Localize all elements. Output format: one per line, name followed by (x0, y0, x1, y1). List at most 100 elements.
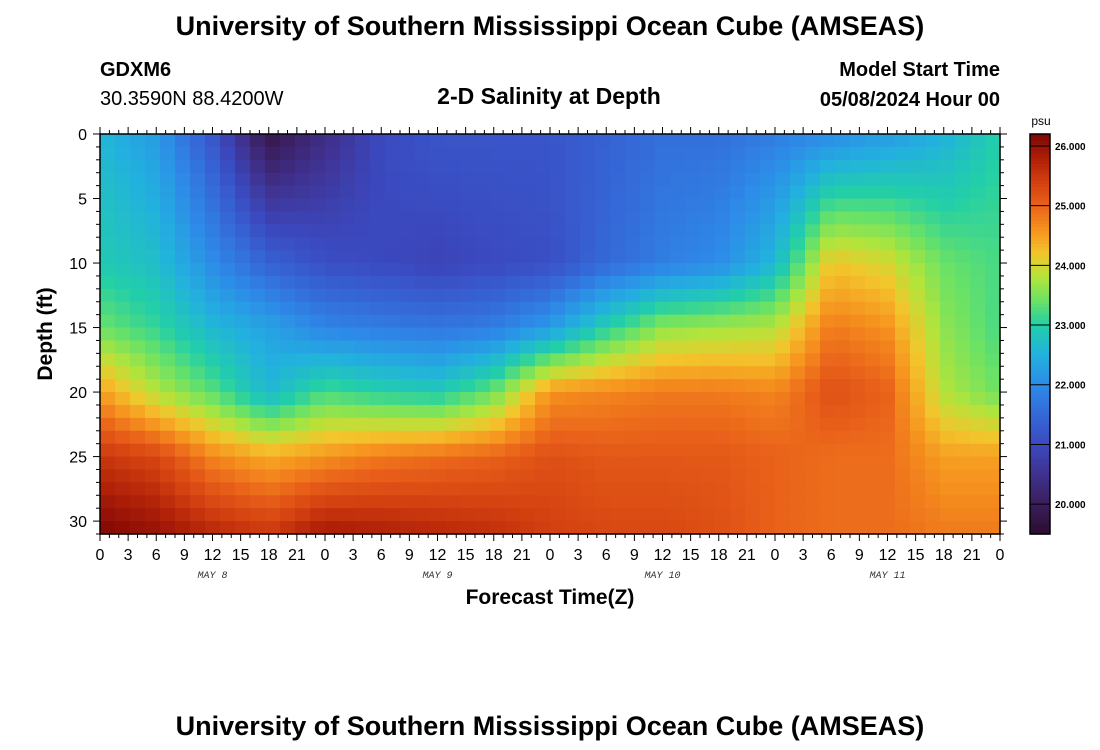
heatmap-cell (940, 250, 956, 264)
heatmap-cell (130, 275, 146, 290)
heatmap-cell (205, 353, 221, 367)
colorbar-frame (1029, 133, 1051, 535)
heatmap-cell (220, 495, 236, 509)
heatmap-cell (775, 392, 791, 406)
chart-title: University of Southern Mississippi Ocean… (176, 11, 925, 41)
colorbar-swatch (1030, 254, 1050, 258)
heatmap-cell (955, 301, 971, 316)
heatmap-cell (745, 340, 761, 354)
heatmap-cell (400, 327, 416, 342)
model-start-value: 05/08/2024 Hour 00 (820, 89, 1000, 111)
heatmap-cell (175, 417, 191, 432)
heatmap-cell (955, 495, 971, 509)
heatmap-cell (550, 469, 566, 483)
heatmap-cell (415, 263, 431, 277)
heatmap-cell (925, 495, 941, 509)
colorbar-tick-label: 21.000 (1055, 440, 1086, 451)
heatmap-cell (970, 224, 986, 238)
heatmap-cell (130, 301, 146, 316)
colorbar-swatch (1030, 154, 1050, 158)
heatmap-cell (745, 211, 761, 225)
heatmap-cell (250, 275, 266, 290)
heatmap-cell (475, 250, 491, 264)
colorbar-swatch (1030, 530, 1050, 535)
heatmap-cell (310, 146, 326, 161)
heatmap-cell (925, 521, 941, 535)
heatmap-cell (370, 353, 386, 367)
heatmap-cell (760, 495, 776, 509)
heatmap-cell (850, 134, 866, 148)
heatmap-cell (760, 521, 776, 535)
heatmap-cell (760, 172, 776, 187)
heatmap-cell (415, 159, 431, 174)
heatmap-cell (190, 314, 206, 329)
heatmap-cell (490, 263, 506, 277)
heatmap-cell (685, 185, 701, 200)
heatmap-cell (565, 482, 581, 496)
heatmap-cell (940, 198, 956, 213)
heatmap-cell (280, 198, 296, 213)
heatmap-cell (955, 263, 971, 277)
heatmap-cell (355, 288, 371, 303)
heatmap-cell (850, 146, 866, 161)
heatmap-cell (280, 275, 296, 290)
heatmap-cell (595, 392, 611, 406)
heatmap-cell (355, 340, 371, 354)
heatmap-cell (100, 237, 116, 251)
heatmap-cell (670, 288, 686, 303)
heatmap-cell (790, 263, 806, 277)
heatmap-cell (955, 417, 971, 432)
heatmap-cell (145, 366, 161, 380)
heatmap-cell (325, 146, 341, 161)
heatmap-cell (775, 508, 791, 522)
heatmap-cell (415, 508, 431, 522)
heatmap-cell (565, 456, 581, 471)
heatmap-cell (295, 301, 311, 316)
heatmap-cell (700, 392, 716, 406)
heatmap-cell (610, 495, 626, 509)
heatmap-cell (730, 417, 746, 432)
colorbar-swatch (1030, 500, 1050, 505)
heatmap-cell (775, 404, 791, 419)
heatmap-cell (655, 495, 671, 509)
heatmap-cell (415, 172, 431, 187)
heatmap-cell (535, 404, 551, 419)
heatmap-cell (670, 443, 686, 458)
heatmap-cell (655, 275, 671, 290)
heatmap-cell (370, 404, 386, 419)
heatmap-cell (250, 134, 266, 148)
x-tick-label: 3 (124, 547, 133, 564)
colorbar-swatch (1030, 220, 1050, 225)
heatmap-cell (490, 134, 506, 148)
heatmap-cell (325, 327, 341, 342)
heatmap-cell (295, 430, 311, 445)
heatmap-cell (610, 146, 626, 161)
heatmap-cell (835, 250, 851, 264)
heatmap-cell (535, 134, 551, 148)
heatmap-cell (310, 366, 326, 380)
heatmap-cell (685, 353, 701, 367)
heatmap-cell (325, 495, 341, 509)
heatmap-cell (505, 198, 521, 213)
heatmap-cell (175, 198, 191, 213)
colorbar-swatch (1030, 417, 1050, 422)
heatmap-cell (445, 404, 461, 419)
heatmap-cell (745, 521, 761, 535)
colorbar-swatch (1030, 514, 1050, 518)
heatmap-cell (760, 301, 776, 316)
heatmap-cell (310, 263, 326, 277)
heatmap-cell (925, 250, 941, 264)
colorbar-swatch (1030, 527, 1050, 532)
heatmap-cell (790, 469, 806, 483)
heatmap-cell (385, 172, 401, 187)
heatmap-cell (115, 340, 131, 354)
colorbar-swatch (1030, 384, 1050, 388)
heatmap-cell (310, 443, 326, 458)
heatmap-cell (550, 211, 566, 225)
heatmap-cell (265, 185, 281, 200)
colorbar-swatch (1030, 197, 1050, 202)
heatmap-cell (175, 521, 191, 535)
heatmap-cell (250, 159, 266, 174)
heatmap-cell (100, 159, 116, 174)
heatmap-cell (745, 250, 761, 264)
